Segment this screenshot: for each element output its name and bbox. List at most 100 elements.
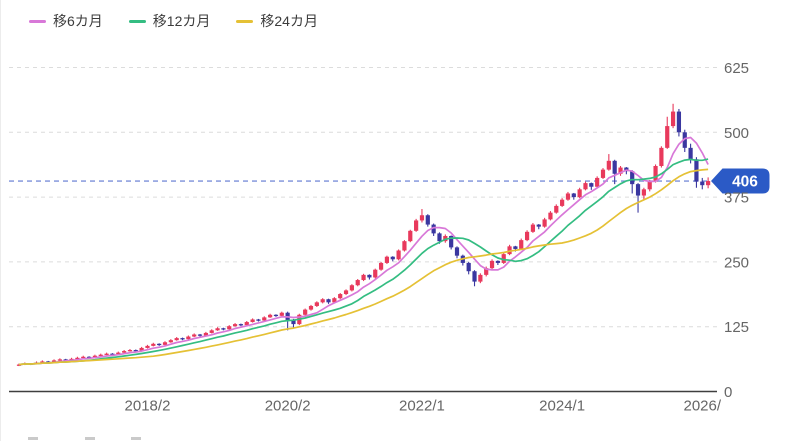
y-axis-label: 0 [724,384,732,401]
clipped-text-fragment [85,437,95,440]
y-axis-label: 125 [724,319,749,336]
candle [122,351,127,353]
candle [92,355,98,358]
candle [577,189,582,198]
candle [495,260,500,263]
candle [209,330,214,333]
candle [641,189,646,196]
candle [57,359,62,361]
current-price-value: 406 [732,174,758,191]
candle [232,324,238,327]
candle [565,193,571,200]
candle [373,269,378,278]
current-price-badge: 406 [711,168,770,194]
legend-item-ma6[interactable]: 移6カ月 [29,12,103,30]
candle [454,247,460,256]
candle [238,324,244,326]
candle [408,230,413,242]
candle [349,285,354,291]
ma12-line [18,158,709,366]
candle [215,328,220,331]
ma24-line [18,168,709,366]
candle [326,299,331,303]
legend-swatch-ma12-icon [128,19,146,23]
candle [273,314,279,317]
candle [583,183,588,190]
candle [688,147,693,160]
candle [86,356,92,359]
y-axis-label: 500 [724,125,749,142]
x-axis-label: 2024/1 [539,398,585,415]
candle [256,319,261,321]
candle [542,219,547,227]
legend-label-ma24: 移24カ月 [260,13,318,29]
candle [314,302,319,306]
candle [98,354,103,356]
candle [268,314,273,318]
candle [203,332,208,336]
candle [425,215,430,225]
candle [186,336,191,340]
candles-layer [16,103,711,367]
candle [653,165,658,182]
candle [571,193,576,198]
candle [227,326,232,330]
candle [303,309,308,315]
candle [513,246,518,249]
clipped-text-fragment [28,437,38,440]
candle [116,352,121,355]
candle [197,334,203,336]
candle [361,274,366,281]
gridlines [9,67,717,393]
candle [180,338,185,340]
candle [127,350,133,352]
candle [157,343,162,346]
legend-swatch-ma24-icon [236,19,254,23]
clipped-text-fragment [131,437,141,440]
candle [378,262,384,270]
y-axis-label: 625 [724,60,749,77]
candle [174,338,179,341]
candle [670,111,676,127]
candle [151,343,156,346]
candle [706,181,711,186]
candle [635,184,641,196]
x-axis-label: 2020/2 [265,398,311,415]
chart-legend: 移6カ月 移12カ月 移24カ月 [29,12,318,30]
candle [530,224,536,232]
candle [81,356,86,359]
candle [507,246,512,255]
candle [414,220,419,231]
legend-item-ma24[interactable]: 移24カ月 [236,12,318,30]
x-axis-label: 2022/1 [399,398,445,415]
candle [244,322,249,326]
candle [682,132,687,148]
candle [524,231,530,241]
candle [437,233,442,242]
candle [338,294,343,299]
candle [63,359,68,361]
legend-item-ma12[interactable]: 移12カ月 [128,12,210,30]
candle [46,361,51,363]
candle [466,262,471,272]
candle [472,271,477,282]
candle [589,183,594,187]
candle [139,347,144,351]
candle [396,250,401,260]
x-axis-label: 2018/2 [125,398,171,415]
candle [40,361,45,363]
candle [630,171,635,185]
candle [367,274,372,278]
candle [51,360,57,362]
candle [192,334,197,337]
current-price-badge-shape [711,168,770,194]
candle [291,319,296,325]
legend-label-ma6: 移6カ月 [53,13,103,29]
candle [75,357,80,360]
candle [595,177,600,187]
candle [402,241,407,251]
candle [647,181,652,190]
candle [665,126,670,148]
legend-swatch-ma6-icon [29,19,46,23]
